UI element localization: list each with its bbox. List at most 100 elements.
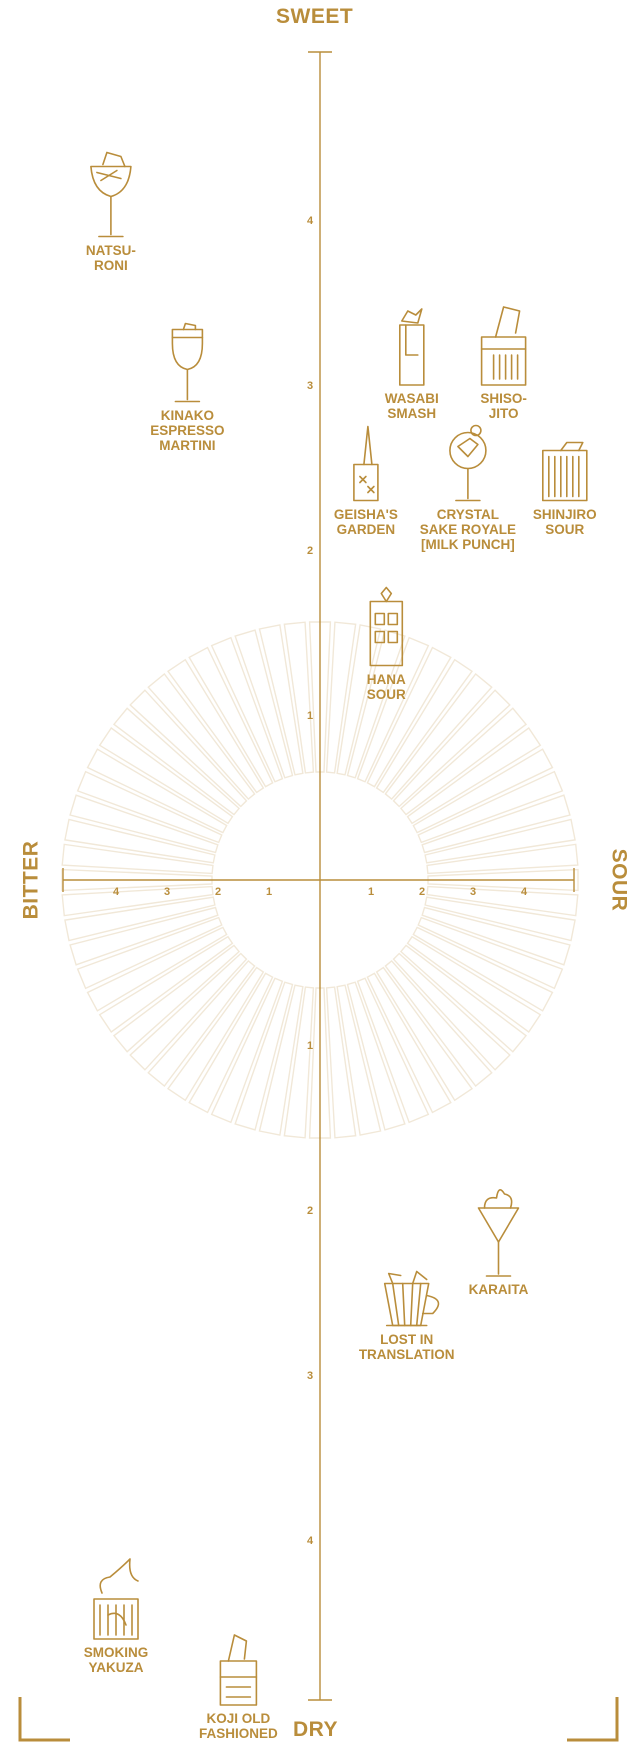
sunburst-ray — [64, 896, 216, 942]
drink-label: KARAITA — [468, 1282, 529, 1297]
goblet-glass-icon — [449, 424, 487, 502]
sunburst-ray — [417, 916, 564, 990]
sunburst-ray — [64, 818, 216, 864]
corner-frame — [18, 1697, 619, 1742]
martini-glass-icon — [477, 1189, 520, 1277]
drink-label: SHISO- JITO — [480, 391, 527, 421]
x-tick-label: 4 — [521, 886, 528, 898]
sunburst-ray — [356, 977, 430, 1124]
x-tick-label: 1 — [266, 886, 272, 898]
drink-label: LOST IN TRANSLATION — [358, 1331, 455, 1362]
drink-label: KOJI OLD FASHIONED — [199, 1711, 278, 1741]
x-tick-label: 3 — [164, 886, 170, 898]
rocks-glass-icon — [480, 306, 527, 386]
sunburst-ray — [384, 959, 493, 1088]
sunburst-ray — [421, 906, 571, 966]
tumbler-glass-icon — [353, 425, 379, 502]
drink-label: KINAKO ESPRESSO MARTINI — [150, 407, 225, 453]
axes — [62, 51, 575, 1701]
sunburst-ray — [336, 624, 382, 776]
y-tick-label: 4 — [307, 1535, 314, 1547]
sunburst-ray — [392, 952, 511, 1071]
sunburst-ray — [147, 959, 256, 1088]
sunburst-ray — [283, 621, 315, 774]
sunburst-ray — [346, 629, 406, 779]
sunburst-ray — [234, 629, 294, 779]
sunburst-ray — [412, 748, 554, 834]
drink-label: CRYSTAL SAKE ROYALE [MILK PUNCH] — [419, 506, 517, 552]
y-tick-label: 1 — [307, 710, 313, 722]
drink-label: SHINJIRO SOUR — [532, 506, 597, 537]
old-fashioned-glass-icon — [219, 1634, 258, 1706]
sunburst-ray — [76, 916, 223, 990]
sunburst-ray — [76, 770, 223, 844]
sunburst-ray — [375, 966, 473, 1102]
sunburst-ray — [61, 885, 214, 917]
sunburst-ray — [69, 794, 219, 854]
sunburst-ray — [375, 658, 473, 794]
sunburst-ray — [399, 707, 528, 816]
sunburst-ray — [167, 658, 265, 794]
sunburst-ray — [112, 707, 241, 816]
sunburst-ray — [406, 727, 542, 825]
sunburst-ray — [308, 621, 332, 773]
x-tick-label: 2 — [419, 886, 425, 898]
mug-icon — [383, 1270, 440, 1327]
y-tick-label: 1 — [307, 1040, 313, 1052]
drink-label: WASABI SMASH — [384, 391, 439, 421]
sunburst-ray — [210, 977, 284, 1124]
sunburst-ray — [406, 935, 542, 1033]
sunburst-ray — [86, 926, 228, 1012]
x-tick-label: 1 — [368, 886, 374, 898]
frame-corner-left — [18, 1697, 70, 1742]
sunburst-ray — [308, 987, 332, 1139]
x-tick-label: 2 — [215, 886, 221, 898]
sunburst-ray — [129, 952, 248, 1071]
sunburst-ray — [98, 727, 234, 825]
sunburst-ray — [98, 935, 234, 1033]
axis-label-sour: SOUR — [607, 848, 631, 912]
axis-label-dry: DRY — [293, 1718, 339, 1741]
smoking-glass-icon — [93, 1558, 139, 1640]
sunburst-ray — [210, 636, 284, 783]
sunburst-ray — [356, 636, 430, 783]
sunburst-ray — [258, 624, 304, 776]
y-tick-label: 3 — [307, 1370, 313, 1382]
sunburst-ray — [424, 896, 576, 942]
fluted-glass-icon — [541, 441, 588, 502]
sunburst-ray — [421, 794, 571, 854]
sunburst-ray — [366, 646, 452, 788]
y-tick-label: 2 — [307, 1205, 313, 1217]
drink-label: GEISHA'S GARDEN — [333, 506, 398, 537]
sunburst-ray — [325, 986, 357, 1139]
drink-label: NATSU- RONI — [85, 242, 136, 273]
sunburst-ray — [129, 689, 248, 808]
sunburst-ray — [234, 981, 294, 1131]
sunburst-ray — [366, 972, 452, 1114]
axis-label-sweet: SWEET — [276, 5, 354, 28]
drink-label: HANA SOUR — [366, 671, 406, 702]
sunburst-ray — [188, 646, 274, 788]
sunburst-ray — [427, 868, 579, 892]
frame-corner-right — [567, 1697, 619, 1742]
sunburst-ray — [167, 966, 265, 1102]
sunburst-ray — [188, 972, 274, 1114]
sunburst-ray — [61, 843, 214, 875]
drink-label: SMOKING YAKUZA — [83, 1645, 149, 1675]
sunburst-ray — [426, 885, 579, 917]
sunburst-ray — [346, 981, 406, 1131]
y-tick-label: 2 — [307, 545, 313, 557]
sunburst-ray — [426, 843, 579, 875]
drink-icons — [90, 151, 588, 1706]
sunburst-ray — [147, 672, 256, 801]
wine-glass-icon — [171, 322, 204, 403]
sunburst-ray — [417, 770, 564, 844]
sunburst-ray — [384, 672, 493, 801]
tick-labels: 4 3 2 1 1 2 3 4 1 2 3 4 1 2 3 4 — [113, 215, 528, 1547]
x-tick-label: 3 — [470, 886, 476, 898]
highball-glass-icon — [398, 308, 425, 386]
sunburst-ray — [412, 926, 554, 1012]
sunburst-ray — [399, 944, 528, 1053]
